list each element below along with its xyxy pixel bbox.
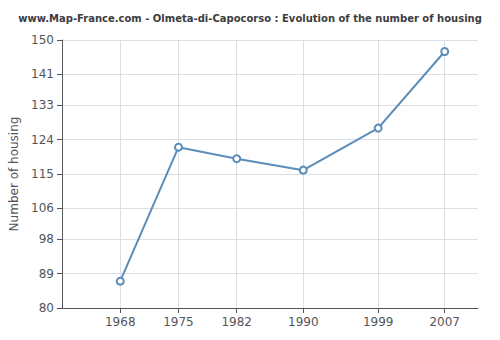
svg-text:1975: 1975 [163, 315, 194, 329]
svg-text:2007: 2007 [429, 315, 460, 329]
svg-text:133: 133 [31, 98, 54, 112]
svg-text:150: 150 [31, 33, 54, 47]
svg-text:141: 141 [31, 67, 54, 81]
svg-text:89: 89 [39, 267, 54, 281]
svg-text:98: 98 [39, 232, 54, 246]
svg-text:Number of housing: Number of housing [7, 117, 21, 232]
svg-text:1999: 1999 [363, 315, 394, 329]
svg-text:115: 115 [31, 167, 54, 181]
svg-text:1968: 1968 [105, 315, 136, 329]
svg-text:124: 124 [31, 133, 54, 147]
svg-text:1990: 1990 [288, 315, 319, 329]
svg-text:106: 106 [31, 201, 54, 215]
svg-text:80: 80 [39, 301, 54, 315]
svg-text:1982: 1982 [221, 315, 252, 329]
svg-text:www.Map-France.com - Olmeta-di: www.Map-France.com - Olmeta-di-Capocorso… [18, 13, 482, 24]
